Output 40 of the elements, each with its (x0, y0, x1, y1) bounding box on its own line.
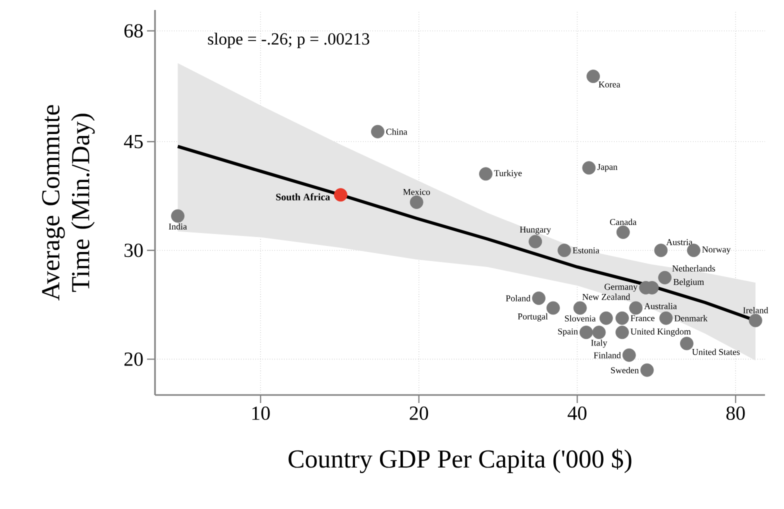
x-tick-label: 10 (252, 406, 270, 420)
annotation: Australia (644, 302, 677, 310)
annotation: United Kingdom (630, 328, 691, 336)
annotation: Finland (594, 352, 621, 358)
annotation: Spain (558, 328, 578, 336)
y-tick-label: 45 (124, 134, 143, 148)
annotation: Ireland (743, 306, 768, 314)
x-tick-label: 80 (726, 406, 745, 420)
y-tick-label: 68 (124, 24, 143, 38)
annotation: Slovenia (564, 315, 596, 322)
annotation: New Zealand (582, 294, 630, 300)
annotation: Estonia (572, 247, 600, 254)
annotation: Sweden (611, 366, 639, 374)
annotation: Japan (597, 164, 618, 172)
annotation: Canada (610, 218, 636, 226)
annotation: Denmark (674, 315, 708, 322)
y-tick-label: 20 (124, 352, 143, 366)
annotation: Poland (506, 295, 530, 302)
x-tick-label: 20 (410, 406, 428, 420)
annotation: Korea (598, 82, 620, 88)
annotation: Hungary (520, 226, 552, 234)
annotation: Belgium (674, 278, 704, 287)
annotation: Germany (604, 284, 638, 292)
annotation: Italy (591, 340, 608, 348)
annotation: Mexico (403, 189, 430, 196)
annotation: Austria (666, 239, 692, 246)
annotation: slope = -.26; p = .00213 (208, 32, 370, 48)
annotation: France (630, 315, 654, 322)
annotation: China (386, 128, 408, 135)
annotation: Portugal (518, 313, 548, 322)
y-tick-label: 30 (124, 244, 143, 258)
annotation: Norway (702, 246, 731, 254)
annotation: Turkiye (494, 170, 522, 178)
annotation: United States (692, 348, 740, 356)
annotation: India (168, 223, 187, 230)
x-axis-title: Country GDP Per Capita ('000 $) (288, 448, 632, 474)
series-label: South Africa (276, 193, 330, 200)
annotation: Netherlands (672, 265, 716, 272)
x-tick-label: 40 (568, 406, 586, 420)
y-axis-title: Average Commute Time (Min./Day) (42, 105, 95, 301)
